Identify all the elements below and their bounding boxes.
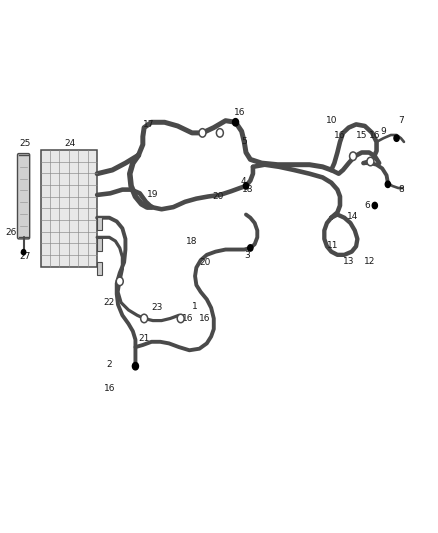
Circle shape [233,118,239,126]
Circle shape [248,245,253,251]
Text: 5: 5 [241,138,247,147]
Circle shape [116,277,123,286]
Text: 21: 21 [138,334,150,343]
Text: 23: 23 [152,303,163,312]
Bar [41,150,97,266]
Text: 19: 19 [147,190,159,199]
Text: 1: 1 [192,302,198,311]
Text: 4: 4 [240,177,246,186]
Text: 8: 8 [398,185,404,194]
Text: 24: 24 [64,139,76,148]
Text: 25: 25 [20,139,31,148]
Circle shape [216,128,223,137]
Text: 15: 15 [356,131,367,140]
Circle shape [350,152,357,160]
Bar [97,262,102,274]
FancyBboxPatch shape [18,154,30,239]
Text: 14: 14 [347,212,359,221]
Text: 10: 10 [326,116,338,125]
Text: 16: 16 [103,384,115,393]
Circle shape [385,181,391,188]
Text: 17: 17 [143,120,154,129]
Text: 16: 16 [334,131,346,140]
Circle shape [372,203,378,209]
Text: 22: 22 [104,298,115,307]
Circle shape [394,135,399,141]
Circle shape [367,157,374,166]
Circle shape [141,314,148,322]
Text: 16: 16 [369,131,381,140]
Text: 6: 6 [364,201,370,210]
Text: 26: 26 [5,228,17,237]
Circle shape [177,314,184,322]
Text: 9: 9 [381,127,386,136]
Circle shape [21,249,26,255]
Text: 20: 20 [212,192,224,201]
Circle shape [199,128,206,137]
Text: 3: 3 [244,252,250,261]
Text: 13: 13 [343,257,354,265]
Bar [97,238,102,251]
Circle shape [132,362,138,370]
Text: 7: 7 [398,116,404,125]
Circle shape [244,183,249,189]
Text: 18: 18 [241,185,253,194]
Text: 20: 20 [199,258,211,266]
Text: 2: 2 [106,360,112,369]
Text: 16: 16 [182,314,194,323]
Bar [97,217,102,230]
Text: 16: 16 [199,314,211,323]
Text: 18: 18 [186,237,198,246]
Text: 12: 12 [364,257,375,265]
Text: 27: 27 [20,253,31,262]
Text: 16: 16 [234,108,246,117]
Text: 11: 11 [327,241,339,250]
